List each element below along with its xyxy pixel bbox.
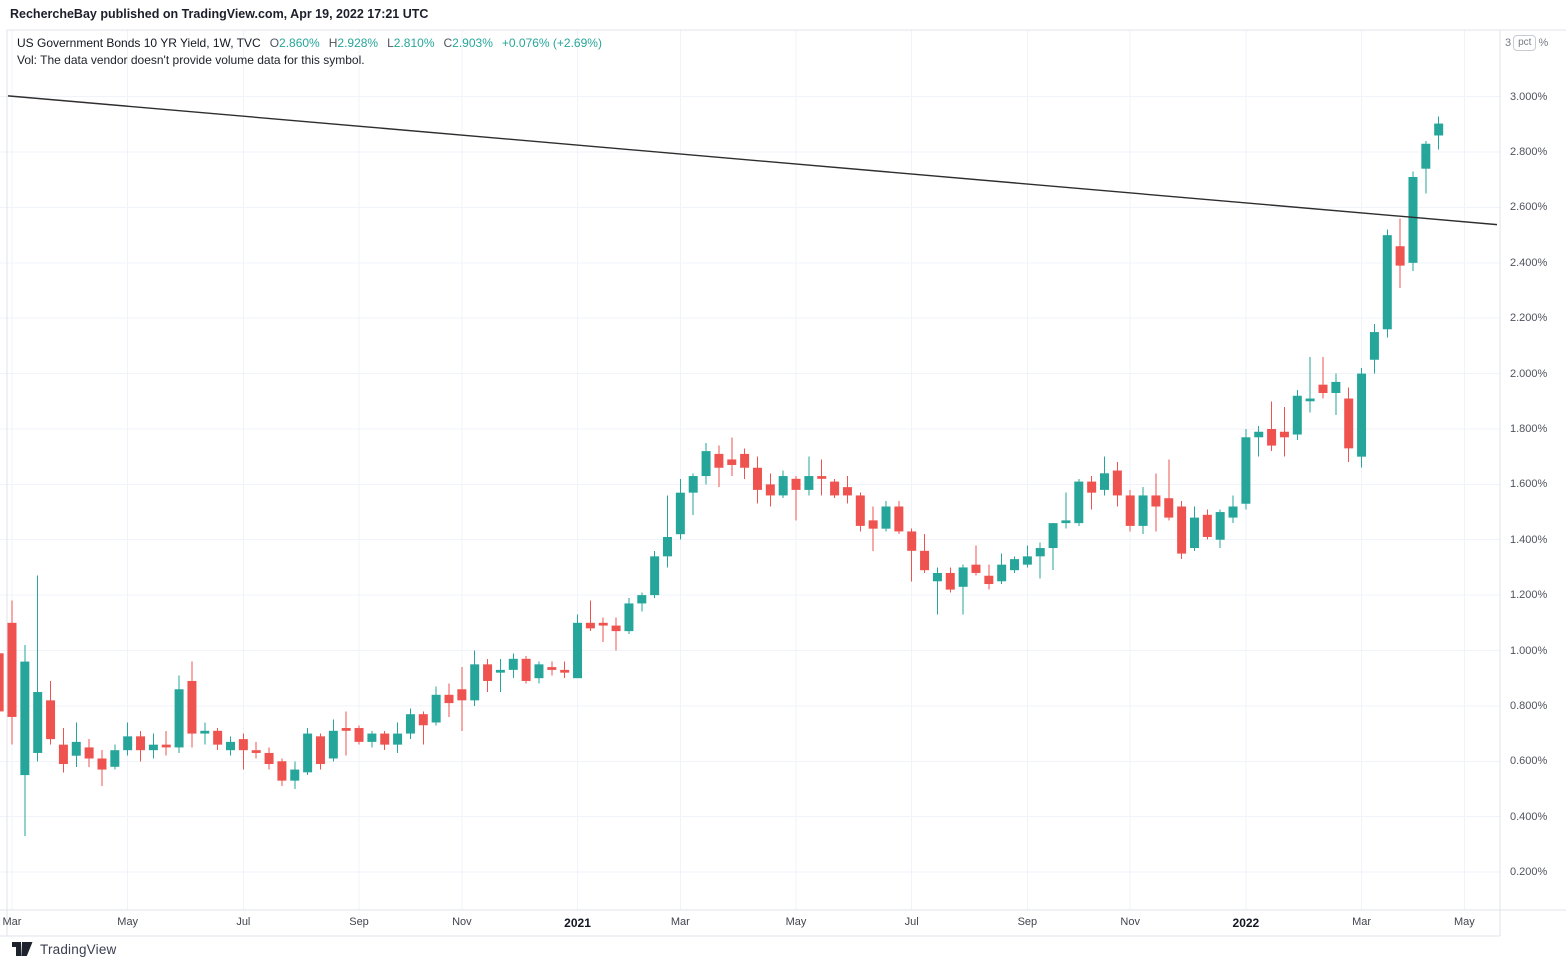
price-axis-label: 2.400% (1510, 256, 1548, 269)
ohlc-value: 2.928% (337, 36, 379, 50)
time-axis-label: May (117, 916, 139, 928)
gridlines (0, 30, 1500, 910)
chart-legend: US Government Bonds 10 YR Yield, 1W, TVC… (17, 35, 602, 68)
time-axis-label: Nov (452, 916, 472, 928)
time-axis-label: May (785, 916, 807, 928)
price-axis-label: 1.600% (1510, 478, 1548, 491)
candles (0, 116, 1444, 837)
time-axis-label: Mar (670, 916, 690, 928)
attribution-text: RechercheBay published on TradingView.co… (10, 7, 429, 21)
ohlc-value: 2.810% (393, 36, 435, 50)
time-axis-label: 2022 (1232, 916, 1260, 930)
time-axis-label: 2021 (564, 916, 591, 930)
price-axis-label: 1.000% (1510, 644, 1548, 657)
price-axis-label: 0.800% (1510, 699, 1548, 712)
tradingview-logo-icon (12, 942, 33, 956)
symbol-title[interactable]: US Government Bonds 10 YR Yield, 1W, TVC (17, 36, 261, 50)
ohlc-key: C (443, 36, 453, 50)
axis-unit-toggle: 3 pct % (1505, 35, 1548, 51)
price-axis-label: 1.400% (1510, 533, 1548, 546)
pct-unit-button[interactable]: pct (1513, 35, 1537, 51)
tradingview-logo-text: TradingView (40, 942, 117, 957)
price-axis-label: 2.000% (1510, 367, 1548, 380)
price-axis-label: 2.600% (1510, 201, 1548, 214)
ohlc-token: C2.903% (444, 36, 493, 50)
axis-unit-suffix: % (1538, 37, 1549, 49)
price-axis-label: 3.000% (1510, 90, 1548, 103)
ohlc-token: L2.810% (387, 36, 434, 50)
ohlc-token: O2.860% (270, 36, 320, 50)
ohlc-value: 2.903% (452, 36, 493, 50)
time-axis-label: Mar (1352, 916, 1372, 928)
time-axis-label: Jul (236, 916, 251, 928)
price-axis-label: 0.600% (1510, 755, 1548, 768)
trendline-drawing[interactable] (7, 95, 1498, 226)
axis-unit-value: 3 (1505, 37, 1512, 49)
change-value: +0.076% (+2.69%) (501, 36, 602, 50)
price-axis-label: 0.400% (1510, 810, 1548, 823)
price-axis-label: 0.200% (1510, 866, 1548, 879)
time-axis-label: Jul (904, 916, 919, 928)
time-axis-label: Sep (349, 916, 369, 928)
time-axis-label: May (1453, 916, 1475, 928)
price-axis-label: 1.200% (1510, 589, 1548, 602)
ohlc-token: H2.928% (329, 36, 378, 50)
price-axis-label: 1.800% (1510, 422, 1548, 435)
time-axis-label: Mar (2, 916, 22, 928)
ohlc-value: 2.860% (279, 36, 320, 50)
time-axis-label: Sep (1017, 916, 1038, 928)
ohlc-values: O2.860% H2.928% L2.810% C2.903% (261, 36, 493, 50)
tradingview-logo[interactable]: TradingView (12, 942, 117, 957)
ohlc-key: H (328, 36, 338, 50)
time-axis-label: Nov (1120, 916, 1140, 928)
chart-borders (0, 29, 1566, 937)
price-axis-label: 2.800% (1510, 146, 1548, 159)
legend-line-ohlc: US Government Bonds 10 YR Yield, 1W, TVC… (17, 35, 602, 51)
price-axis-label: 2.200% (1510, 312, 1548, 325)
ohlc-key: L (387, 36, 394, 50)
volume-note: Vol: The data vendor doesn't provide vol… (17, 53, 365, 67)
ohlc-key: O (269, 36, 280, 50)
